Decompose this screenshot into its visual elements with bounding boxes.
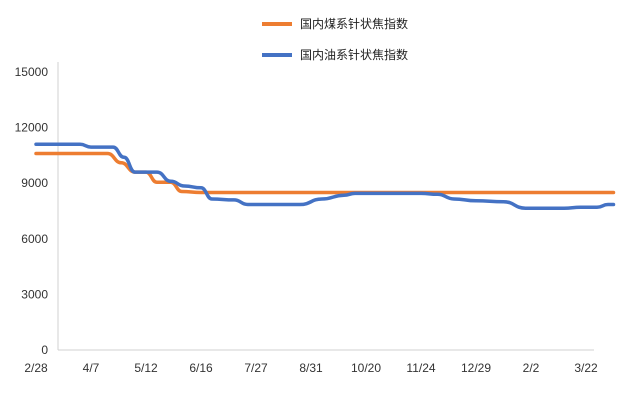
y-tick-label: 12000 [15, 121, 49, 135]
legend-label-coal: 国内煤系针状焦指数 [300, 16, 408, 31]
x-tick-label: 12/29 [461, 361, 491, 375]
x-tick-label: 6/16 [189, 361, 213, 375]
legend: 国内煤系针状焦指数 国内油系针状焦指数 [262, 16, 408, 62]
series-lines [34, 142, 616, 210]
y-tick-label: 6000 [21, 232, 48, 246]
x-tick-label: 7/27 [244, 361, 268, 375]
x-tick-label: 2/2 [523, 361, 540, 375]
x-tick-labels: 2/28 4/7 5/12 6/16 7/27 8/31 10/20 11/24 12/29 2/… [24, 361, 598, 375]
y-tick-label: 15000 [15, 65, 49, 79]
y-tick-label: 3000 [21, 287, 48, 301]
x-tick-label: 2/28 [24, 361, 48, 375]
legend-label-oil: 国内油系针状焦指数 [300, 47, 408, 62]
x-tick-label: 5/12 [134, 361, 158, 375]
y-tick-label: 0 [41, 343, 48, 357]
x-tick-label: 8/31 [299, 361, 323, 375]
x-tick-label: 4/7 [83, 361, 100, 375]
legend-item-oil: 国内油系针状焦指数 [262, 47, 408, 62]
y-tick-labels: 0 3000 6000 9000 12000 15000 [15, 65, 49, 357]
legend-item-coal: 国内煤系针状焦指数 [262, 16, 408, 31]
series-line-oil [34, 142, 616, 210]
x-tick-label: 11/24 [406, 361, 435, 375]
series-line-coal [34, 151, 616, 195]
x-tick-label: 10/20 [351, 361, 381, 375]
x-tick-label: 3/22 [574, 361, 598, 375]
y-tick-label: 9000 [21, 176, 48, 190]
